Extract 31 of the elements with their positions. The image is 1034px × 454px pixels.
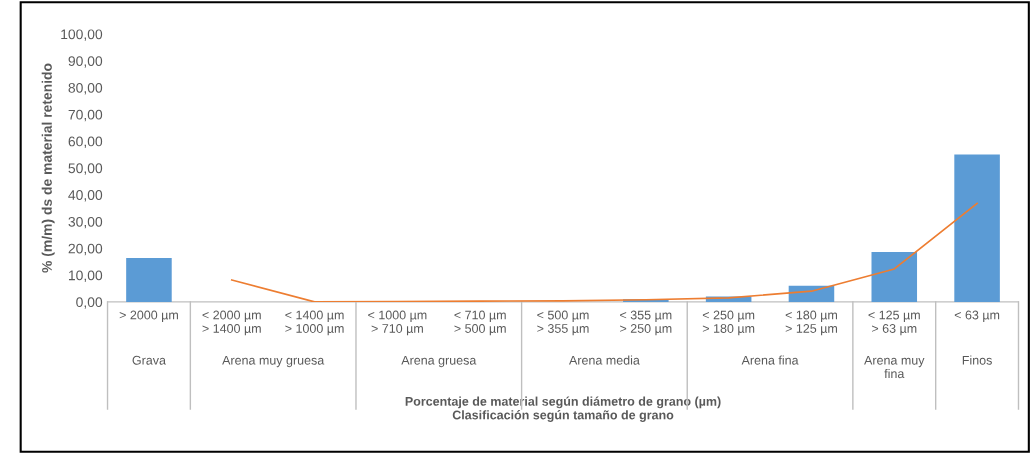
text: Arena gruesa — [401, 355, 477, 368]
y-tick-label: 90,00 — [68, 56, 103, 68]
x-tick-label: < 710 µm > 500 µm — [454, 310, 506, 336]
y-tick-label: 60,00 — [68, 136, 103, 148]
y-tick-label: 0,00 — [76, 297, 103, 309]
text: Finos — [962, 355, 992, 365]
x-tick-label: < 63 µm — [954, 310, 1000, 322]
text: Arena fina — [741, 355, 799, 365]
x-tick-label: < 180 µm > 125 µm — [785, 310, 837, 336]
text: Arena muy fina — [864, 355, 925, 379]
y-tick-label: 80,00 — [68, 82, 103, 95]
x-tick-label: < 355 µm > 250 µm — [620, 310, 672, 336]
y-tick-label: 50,00 — [68, 163, 103, 175]
y-tick-label: 30,00 — [68, 216, 103, 229]
y-tick-label: 40,00 — [68, 190, 103, 202]
x-tick-label: < 500 µm > 355 µm — [537, 310, 589, 336]
x-tick-label: < 1400 µm > 1000 µm — [285, 310, 344, 336]
x-tick-label: < 125 µm > 63 µm — [868, 310, 920, 336]
y-axis-title: % (m/m) ds de material retenido — [41, 63, 55, 273]
x-tick-label: > 2000 µm — [119, 310, 178, 322]
y-tick-label: 70,00 — [68, 109, 103, 122]
x-tick-label: < 1000 µm > 710 µm — [368, 310, 427, 336]
x-axis-title: Porcentaje de material según diámetro de grano (µm) Clasificación según tamaño de grano — [405, 396, 721, 422]
text: Arena muy gruesa — [222, 355, 325, 368]
y-tick-label: 100,00 — [61, 29, 103, 41]
y-tick-label: 20,00 — [68, 243, 103, 256]
x-tick-label: < 250 µm > 180 µm — [702, 310, 755, 336]
y-tick-label: 10,00 — [68, 270, 103, 282]
x-tick-label: < 2000 µm > 1400 µm — [202, 310, 261, 336]
text: Grava — [132, 355, 166, 365]
text: Arena media — [569, 355, 640, 365]
